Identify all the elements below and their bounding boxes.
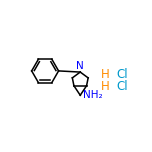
Text: N: N — [76, 61, 84, 71]
Text: H: H — [101, 68, 109, 81]
Text: Cl: Cl — [117, 80, 128, 93]
Text: NH₂: NH₂ — [83, 90, 103, 100]
Text: H: H — [101, 80, 109, 93]
Text: Cl: Cl — [117, 68, 128, 81]
